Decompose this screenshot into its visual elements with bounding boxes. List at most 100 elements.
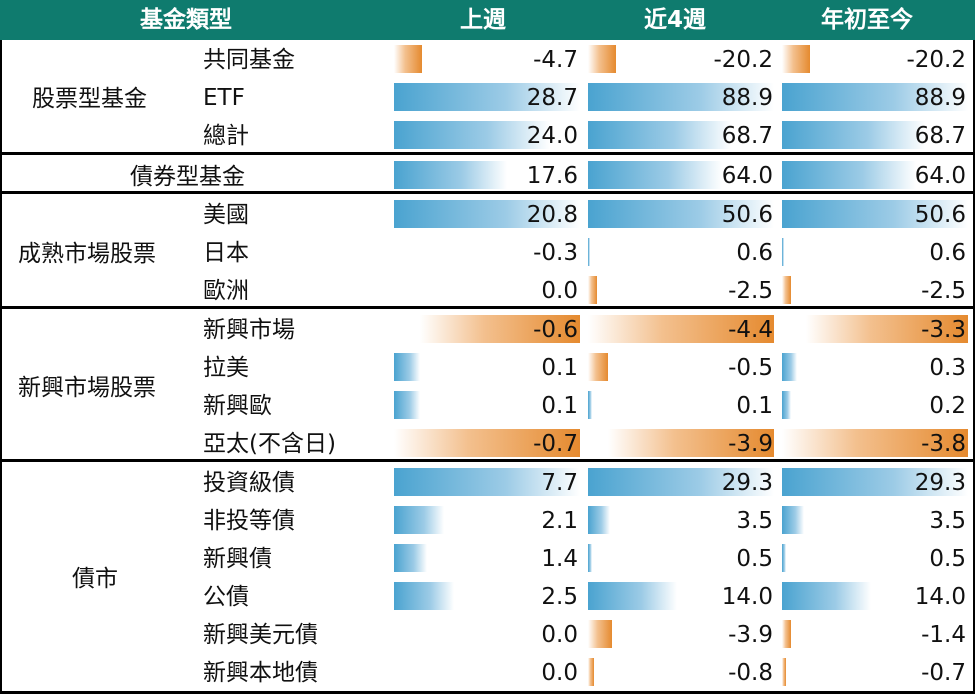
value-cell: 50.6 — [721, 202, 773, 228]
value-cell: -3.8 — [921, 431, 966, 457]
value-bar — [588, 200, 774, 228]
value-cell: 1.4 — [541, 546, 578, 572]
value-cell: 64.0 — [914, 163, 966, 189]
value-bar — [394, 200, 580, 228]
value-cell: 0.0 — [541, 622, 578, 648]
group-separator — [0, 459, 975, 462]
value-bar — [394, 506, 444, 534]
value-bar — [806, 315, 968, 343]
value-cell: -4.7 — [533, 47, 578, 73]
row-label: ETF — [203, 85, 245, 111]
group-separator — [0, 191, 975, 194]
value-bar — [588, 45, 616, 73]
value-cell: 0.3 — [929, 355, 966, 381]
value-cell: -3.3 — [921, 317, 966, 343]
value-bar — [782, 276, 791, 304]
value-bar — [394, 353, 420, 381]
value-bar — [782, 83, 968, 111]
value-cell: 0.0 — [541, 278, 578, 304]
group-label: 債市 — [72, 566, 118, 592]
value-bar — [782, 238, 784, 266]
header-fund-type: 基金類型 — [140, 7, 232, 33]
value-cell: -4.4 — [728, 317, 773, 343]
value-cell: 0.0 — [541, 660, 578, 686]
row-label: 新興歐 — [203, 393, 272, 419]
value-cell: -0.3 — [533, 240, 578, 266]
value-bar — [394, 582, 454, 610]
value-cell: 68.7 — [914, 123, 966, 149]
row-label: 美國 — [203, 202, 249, 228]
header-last-week: 上週 — [460, 7, 506, 33]
value-bar — [394, 45, 422, 73]
value-cell: -1.4 — [921, 622, 966, 648]
value-cell: 0.5 — [929, 546, 966, 572]
value-cell: 14.0 — [721, 584, 773, 610]
value-cell: -3.9 — [728, 622, 773, 648]
row-label: 投資級債 — [203, 470, 295, 496]
value-bar — [394, 429, 580, 457]
value-cell: 7.7 — [541, 470, 578, 496]
value-bar — [588, 506, 610, 534]
group-label: 股票型基金 — [32, 86, 147, 112]
value-cell: 64.0 — [721, 163, 773, 189]
row-label: 新興本地債 — [203, 660, 318, 686]
value-cell: 88.9 — [914, 85, 966, 111]
value-cell: 2.5 — [541, 584, 578, 610]
value-bar — [782, 544, 786, 572]
group-label: 新興市場股票 — [18, 375, 156, 401]
value-cell: 0.6 — [736, 240, 773, 266]
value-cell: -2.5 — [921, 278, 966, 304]
table-border-left — [0, 40, 2, 694]
row-label: 亞太(不含日) — [203, 431, 336, 457]
row-label: 新興債 — [203, 546, 272, 572]
value-bar — [588, 391, 592, 419]
group-label: 成熟市場股票 — [18, 241, 156, 267]
value-bar — [588, 544, 592, 572]
value-cell: 20.8 — [526, 202, 578, 228]
value-cell: 2.1 — [541, 508, 578, 534]
value-cell: 28.7 — [526, 85, 578, 111]
value-bar — [394, 544, 427, 572]
value-bar — [394, 83, 580, 111]
value-cell: 50.6 — [914, 202, 966, 228]
header-4-weeks: 近4週 — [644, 7, 707, 33]
value-cell: 0.6 — [929, 240, 966, 266]
row-label: 新興美元債 — [203, 622, 318, 648]
value-bar — [394, 121, 550, 149]
value-cell: 29.3 — [914, 470, 966, 496]
value-bar — [782, 45, 810, 73]
value-cell: 3.5 — [929, 508, 966, 534]
value-cell: 0.1 — [541, 393, 578, 419]
row-label: 公債 — [203, 584, 249, 610]
value-bar — [782, 429, 968, 457]
value-bar — [394, 468, 580, 496]
value-bar — [782, 582, 871, 610]
value-bar — [782, 121, 925, 149]
value-bar — [588, 658, 594, 686]
row-label: 拉美 — [203, 355, 249, 381]
table-header: 基金類型 上週 近4週 年初至今 — [0, 0, 975, 40]
value-cell: -0.7 — [533, 431, 578, 457]
value-cell: 29.3 — [721, 470, 773, 496]
value-bar — [420, 315, 580, 343]
row-label: 共同基金 — [203, 47, 295, 73]
row-label: 非投等債 — [203, 508, 295, 534]
value-bar — [608, 429, 774, 457]
value-cell: 17.6 — [526, 163, 578, 189]
value-cell: 68.7 — [721, 123, 773, 149]
value-cell: -0.7 — [921, 660, 966, 686]
value-bar — [588, 121, 731, 149]
value-bar — [394, 161, 507, 189]
value-bar — [782, 161, 916, 189]
value-cell: -0.6 — [533, 317, 578, 343]
row-label: 新興市場 — [203, 317, 295, 343]
value-cell: -20.2 — [713, 47, 773, 73]
value-bar — [588, 468, 774, 496]
value-cell: -2.5 — [728, 278, 773, 304]
row-label: 日本 — [203, 240, 249, 266]
row-label: 歐洲 — [203, 278, 249, 304]
group-label: 債券型基金 — [130, 164, 245, 190]
value-cell: 0.1 — [541, 355, 578, 381]
value-bar — [588, 315, 774, 343]
group-separator — [0, 306, 975, 309]
